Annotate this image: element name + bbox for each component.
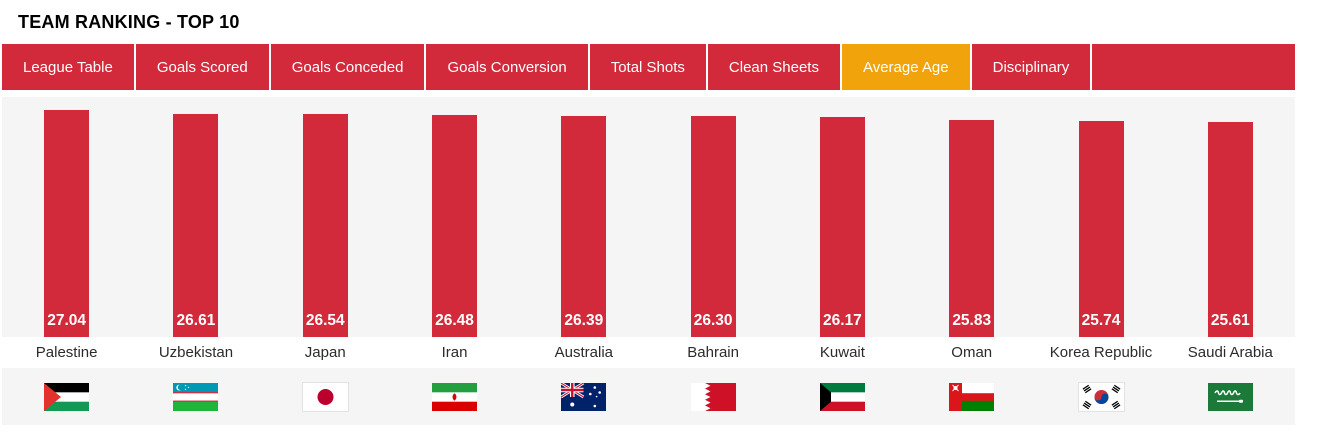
average-age-bar-chart: 27.04 26.61 26.54 26.48 26.39 26.30	[2, 97, 1295, 337]
team-name: Korea Republic	[1049, 344, 1153, 361]
bar-value-label: 27.04	[47, 312, 87, 329]
bar-oman: 25.83	[949, 120, 995, 337]
flag-japan-icon	[301, 381, 349, 412]
flag-korea-republic-icon	[1077, 381, 1125, 412]
tab-disciplinary[interactable]: Disciplinary	[971, 44, 1091, 90]
header: TEAM RANKING - TOP 10	[2, 0, 1295, 44]
flag-cell	[1036, 368, 1165, 425]
flag-cell	[778, 368, 907, 425]
tab-clean-sheets[interactable]: Clean Sheets	[707, 44, 840, 90]
bar-value-label: 25.61	[1210, 312, 1250, 329]
flag-kuwait-icon	[819, 382, 865, 411]
tab-goals-scored[interactable]: Goals Scored	[135, 44, 269, 90]
bar-saudi-arabia: 25.61	[1207, 122, 1253, 337]
flag-cell	[2, 368, 131, 425]
page-title: TEAM RANKING - TOP 10	[18, 11, 240, 32]
flag-cell	[261, 368, 390, 425]
team-names-row: Palestine Uzbekistan Japan Iran Australi…	[2, 337, 1295, 368]
bar-korea-republic: 25.74	[1078, 121, 1124, 337]
metric-tabbar: League Table Goals Scored Goals Conceded…	[2, 44, 1295, 90]
flag-cell	[648, 368, 777, 425]
tabbar-filler	[1092, 44, 1295, 90]
chart-column: 26.54	[261, 97, 390, 337]
team-name: Kuwait	[819, 344, 865, 361]
flag-bahrain-icon	[690, 382, 736, 411]
bar-value-label: 26.30	[693, 312, 733, 329]
bar-value-label: 26.54	[305, 312, 345, 329]
team-name: Iran	[441, 344, 468, 361]
flag-palestine-icon	[44, 382, 90, 411]
bar-japan: 26.54	[302, 114, 348, 337]
tab-goals-conversion[interactable]: Goals Conversion	[426, 44, 588, 90]
bar-value-label: 25.74	[1081, 312, 1121, 329]
bar-palestine: 27.04	[44, 110, 90, 337]
flag-cell	[519, 368, 648, 425]
chart-column: 27.04	[2, 97, 131, 337]
chart-column: 26.39	[519, 97, 648, 337]
tab-league-table[interactable]: League Table	[2, 44, 134, 90]
team-name: Palestine	[35, 344, 98, 361]
bar-australia: 26.39	[561, 116, 607, 337]
team-name: Oman	[951, 344, 993, 361]
bar-value-label: 26.17	[823, 312, 862, 329]
bar-value-label: 26.61	[176, 312, 216, 329]
flag-cell	[131, 368, 260, 425]
team-name: Japan	[304, 344, 346, 361]
bar-iran: 26.48	[432, 115, 478, 337]
chart-column: 25.83	[907, 97, 1036, 337]
chart-column: 25.61	[1166, 97, 1295, 337]
flag-saudi-arabia-icon	[1207, 382, 1253, 411]
tab-average-age[interactable]: Average Age	[841, 44, 970, 90]
bar-value-label: 26.39	[564, 312, 604, 329]
chart-column: 26.48	[390, 97, 519, 337]
tab-goals-conceded[interactable]: Goals Conceded	[270, 44, 425, 90]
bar-value-label: 26.48	[435, 312, 474, 329]
flag-uzbekistan-icon	[173, 382, 219, 411]
tab-total-shots[interactable]: Total Shots	[589, 44, 706, 90]
chart-column: 26.17	[778, 97, 907, 337]
chart-column: 25.74	[1036, 97, 1165, 337]
flag-cell	[390, 368, 519, 425]
bar-uzbekistan: 26.61	[173, 114, 219, 337]
team-name: Bahrain	[687, 344, 739, 361]
flag-oman-icon	[949, 382, 995, 411]
bar-value-label: 25.83	[952, 312, 992, 329]
team-name: Australia	[554, 344, 614, 361]
flag-cell	[1166, 368, 1295, 425]
team-ranking-widget: TEAM RANKING - TOP 10 League Table Goals…	[2, 0, 1295, 425]
chart-column: 26.61	[131, 97, 260, 337]
bar-kuwait: 26.17	[819, 117, 865, 337]
team-name: Uzbekistan	[158, 344, 234, 361]
flag-cell	[907, 368, 1036, 425]
team-flags-row	[2, 368, 1295, 425]
team-name: Saudi Arabia	[1187, 344, 1273, 361]
chart-column: 26.30	[648, 97, 777, 337]
flag-iran-icon	[432, 382, 478, 411]
bar-bahrain: 26.30	[690, 116, 736, 337]
flag-australia-icon	[561, 382, 607, 411]
